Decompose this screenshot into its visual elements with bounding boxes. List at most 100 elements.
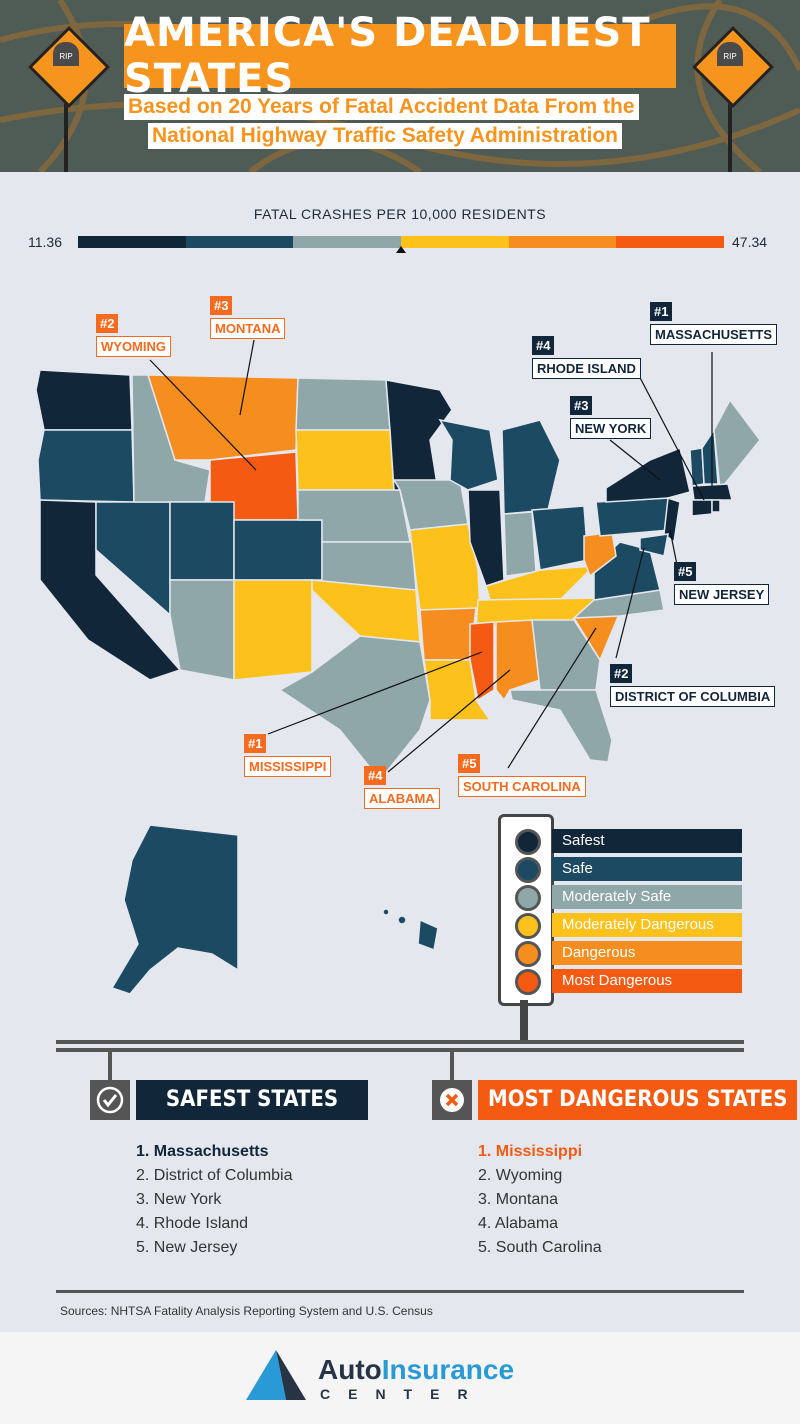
legend-segment-6 <box>616 236 725 248</box>
state-rhode-island <box>711 499 721 513</box>
list-item: 3. Montana <box>478 1191 559 1208</box>
state-georgia <box>531 619 601 691</box>
legend-segment-2 <box>185 236 294 248</box>
tombstone-left-icon: RIP <box>53 42 79 66</box>
logo-mountain-icon <box>246 1350 306 1400</box>
state-new-york <box>605 446 691 503</box>
callout-name: DISTRICT OF COLUMBIA <box>610 686 776 707</box>
state-ohio <box>531 505 589 571</box>
state-south-dakota <box>295 429 395 491</box>
state-north-dakota <box>295 377 391 431</box>
callout-rank: #3 <box>210 296 233 315</box>
traffic-light-icon <box>498 814 554 1006</box>
sign-pole-left <box>64 92 68 172</box>
list-item: 5. New Jersey <box>136 1239 238 1256</box>
guard-rail-top <box>56 1040 744 1044</box>
callout-name: ALABAMA <box>364 788 440 809</box>
state-massachusetts <box>691 483 733 501</box>
callout-name: SOUTH CAROLINA <box>458 776 586 797</box>
us-map <box>35 339 761 995</box>
callout-rank: #4 <box>364 766 387 785</box>
state-connecticut <box>691 499 713 517</box>
list-item: 4. Alabama <box>478 1215 559 1232</box>
category-safe: Safe <box>552 857 742 881</box>
callout-dc: #2 DISTRICT OF COLUMBIA <box>610 664 776 707</box>
state-hawaii-island-2 <box>397 915 407 925</box>
callout-new-jersey: #5 NEW JERSEY <box>674 562 770 605</box>
light-moderately-dangerous-icon <box>515 913 541 939</box>
state-hawaii <box>417 918 439 952</box>
category-moderately-dangerous: Moderately Dangerous <box>552 913 742 937</box>
logo-auto: Auto <box>318 1354 382 1385</box>
list-item: 3. New York <box>136 1191 222 1208</box>
state-arkansas <box>419 607 477 661</box>
state-oklahoma <box>311 579 421 643</box>
leader-dc <box>615 547 645 659</box>
state-mississippi <box>469 621 495 702</box>
state-maine <box>713 398 761 492</box>
traffic-light-pole <box>520 1000 528 1040</box>
state-new-jersey <box>663 496 681 544</box>
light-safest-icon <box>515 829 541 855</box>
leader-new-york <box>609 439 661 481</box>
callout-montana: #3 MONTANA <box>210 296 286 339</box>
state-florida <box>509 689 613 763</box>
category-dangerous: Dangerous <box>552 941 742 965</box>
category-moderately-safe: Moderately Safe <box>552 885 742 909</box>
callout-south-carolina: #5 SOUTH CAROLINA <box>458 754 586 797</box>
sources-text: Sources: NHTSA Fatality Analysis Reporti… <box>60 1304 433 1318</box>
subtitle-line-2: National Highway Traffic Safety Administ… <box>148 123 622 149</box>
callout-rhode-island: #4 RHODE ISLAND <box>532 336 641 379</box>
checkmark-icon <box>90 1080 130 1120</box>
callout-rank: #1 <box>244 734 267 753</box>
list-item: 5. South Carolina <box>478 1239 602 1256</box>
subtitle-line-1: Based on 20 Years of Fatal Accident Data… <box>124 94 639 120</box>
rail-post-right <box>450 1048 454 1084</box>
state-minnesota <box>385 379 453 491</box>
state-oregon <box>37 429 135 503</box>
logo-insurance: Insurance <box>381 1354 515 1385</box>
callout-name: NEW YORK <box>570 418 652 439</box>
rail-post-left <box>108 1048 112 1084</box>
state-washington <box>35 369 133 431</box>
safest-heading: SAFEST STATES <box>90 1080 368 1120</box>
state-pennsylvania <box>595 497 671 537</box>
state-hawaii-island-3 <box>382 908 390 916</box>
tombstone-right-icon: RIP <box>717 42 743 66</box>
state-kentucky <box>485 565 596 601</box>
legend-segment-5 <box>508 236 617 248</box>
dangerous-heading: MOST DANGEROUS STATES <box>432 1080 798 1120</box>
callout-name: MASSACHUSETTS <box>650 324 778 345</box>
leader-mississippi <box>267 651 483 735</box>
callout-rank: #1 <box>650 302 673 321</box>
callout-mississippi: #1 MISSISSIPPI <box>244 734 332 777</box>
callout-wyoming: #2 WYOMING <box>96 314 171 357</box>
callout-rank: #5 <box>674 562 697 581</box>
callout-new-york: #3 NEW YORK <box>570 396 652 439</box>
leader-south-carolina <box>507 627 597 769</box>
state-michigan <box>501 419 561 515</box>
logo-center-text: CENTER <box>320 1386 486 1402</box>
page-title: AMERICA'S DEADLIEST STATES <box>124 10 676 102</box>
callout-name: MISSISSIPPI <box>244 756 332 777</box>
state-arizona <box>169 579 235 681</box>
callout-rank: #4 <box>532 336 555 355</box>
state-colorado <box>233 519 323 581</box>
footer <box>0 1332 800 1424</box>
title-text: AMERICA'S DEADLIEST STATES <box>124 10 651 102</box>
legend-color-bar <box>78 236 725 248</box>
safest-heading-label: SAFEST STATES <box>136 1080 368 1120</box>
category-most-dangerous: Most Dangerous <box>552 969 742 993</box>
category-safest: Safest <box>552 829 742 853</box>
leader-montana <box>239 339 255 416</box>
leader-alabama <box>387 669 511 773</box>
dangerous-list: 1. Mississippi 2. Wyoming 3. Montana 4. … <box>478 1140 602 1260</box>
x-mark-icon <box>432 1080 472 1120</box>
list-item: 4. Rhode Island <box>136 1215 249 1232</box>
legend-min: 11.36 <box>28 234 62 250</box>
dangerous-heading-label: MOST DANGEROUS STATES <box>478 1080 798 1120</box>
callout-name: RHODE ISLAND <box>532 358 641 379</box>
legend-segment-4 <box>401 236 509 248</box>
state-montana <box>146 374 299 461</box>
light-safe-icon <box>515 857 541 883</box>
